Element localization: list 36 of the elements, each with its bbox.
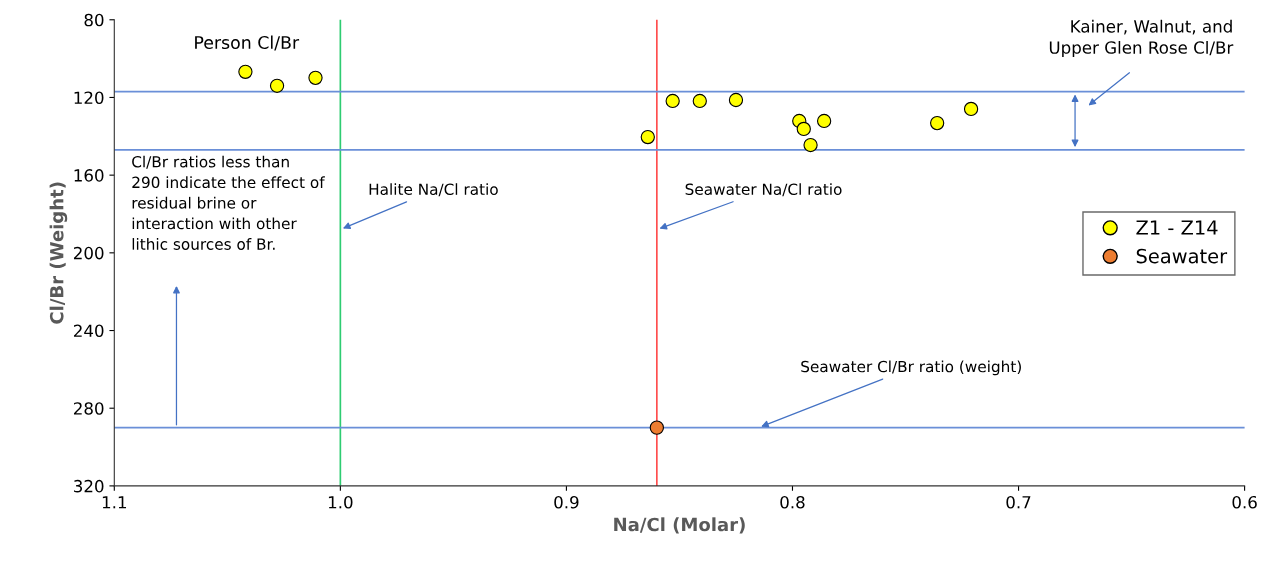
point [930,115,945,131]
annotation: Cl/Br ratios less than 290 indicate the effect of residual brine or interaction with other lithic sources of Br. [132,155,325,250]
y-tick-label: 280 [73,402,104,415]
point [692,93,707,109]
annotation: Kainer, Walnut, and Upper Glen Rose Cl/Br [1049,19,1234,58]
ref-line-label: Halite Na/Cl ratio [369,183,498,197]
point [816,113,832,129]
legend-label: Seawater [1136,248,1228,264]
annotation: Person Cl/Br [195,35,300,51]
x-tick-label: 0.6 [1232,495,1257,509]
x-tick-label: 0.7 [1006,495,1031,509]
point [728,92,744,108]
point [803,137,818,153]
y-axis-title: Cl/Br (Weight) [49,182,68,324]
ref-line-label: Seawater Na/Cl ratio [685,183,842,197]
point [796,121,811,137]
point [238,64,253,79]
legend-label: Z1 - Z14 [1136,220,1218,235]
x-tick-label: 1.0 [328,495,353,509]
point [665,93,680,109]
y-tick-label: 240 [73,324,104,338]
x-tick-label: 0.8 [780,495,805,509]
y-tick-label: 320 [74,479,104,493]
point [640,129,655,145]
x-tick-label: 1.1 [102,496,127,509]
ref-line-label: Seawater Cl/Br ratio (weight) [801,360,1021,376]
point [308,70,323,85]
point [649,420,664,435]
y-tick-label: 80 [84,13,104,27]
point [269,78,285,93]
y-tick-label: 120 [74,91,104,105]
point [963,101,979,117]
y-tick-label: 200 [73,246,104,260]
x-tick-label: 0.9 [554,495,579,509]
y-tick-label: 160 [74,169,104,182]
x-axis-title: Na/Cl (Molar) [614,517,745,534]
